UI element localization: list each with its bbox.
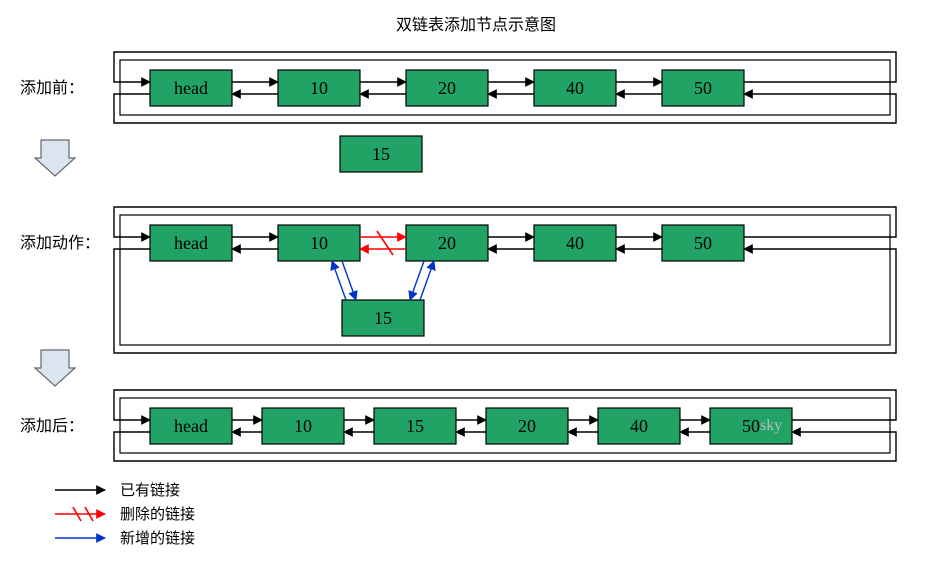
svg-text:20: 20 [438,78,456,98]
node-n15: 15 [374,408,456,444]
svg-text:10: 10 [310,233,328,253]
node-head: head [150,225,232,261]
svg-text:10: 10 [294,416,312,436]
doubly-linked-list-diagram: 双链表添加节点示意图添加前： head 10 20 40 50 15 添加动作： head 10 2… [0,0,952,568]
row-label: 添加前： [20,79,84,97]
svg-text:10: 10 [310,78,328,98]
node-n40: 40 [598,408,680,444]
node-n40: 40 [534,70,616,106]
svg-text:head: head [174,416,208,436]
svg-text:head: head [174,233,208,253]
node-n15-orphan: 15 [340,136,422,172]
node-n50: 50 [662,70,744,106]
row-label: 添加后： [20,417,84,435]
svg-text:40: 40 [566,233,584,253]
node-n40: 40 [534,225,616,261]
svg-text:40: 40 [630,416,648,436]
container-before [120,60,890,115]
svg-text:50: 50 [694,233,712,253]
watermark: sky [760,417,782,434]
svg-text:15: 15 [374,308,392,328]
svg-text:15: 15 [406,416,424,436]
svg-text:50: 50 [742,416,760,436]
node-head: head [150,408,232,444]
legend-existing-label: 已有链接 [120,482,180,499]
row-label: 添加动作： [20,234,100,252]
node-head: head [150,70,232,106]
node-n20: 20 [406,70,488,106]
svg-text:50: 50 [694,78,712,98]
node-n50: 50 [662,225,744,261]
svg-text:20: 20 [518,416,536,436]
legend-new-label: 新增的链接 [120,530,195,547]
node-n15: 15 [342,300,424,336]
svg-text:40: 40 [566,78,584,98]
node-n10: 10 [278,70,360,106]
legend-deleted-label: 删除的链接 [120,506,195,523]
transition-arrow-icon [35,350,75,386]
node-n20: 20 [486,408,568,444]
node-n10: 10 [278,225,360,261]
wrap-backward [114,249,896,353]
node-n20: 20 [406,225,488,261]
svg-text:20: 20 [438,233,456,253]
transition-arrow-icon [35,140,75,176]
container-action [120,215,890,345]
svg-text:head: head [174,78,208,98]
svg-text:15: 15 [372,144,390,164]
node-n10: 10 [262,408,344,444]
diagram-title: 双链表添加节点示意图 [396,15,556,34]
